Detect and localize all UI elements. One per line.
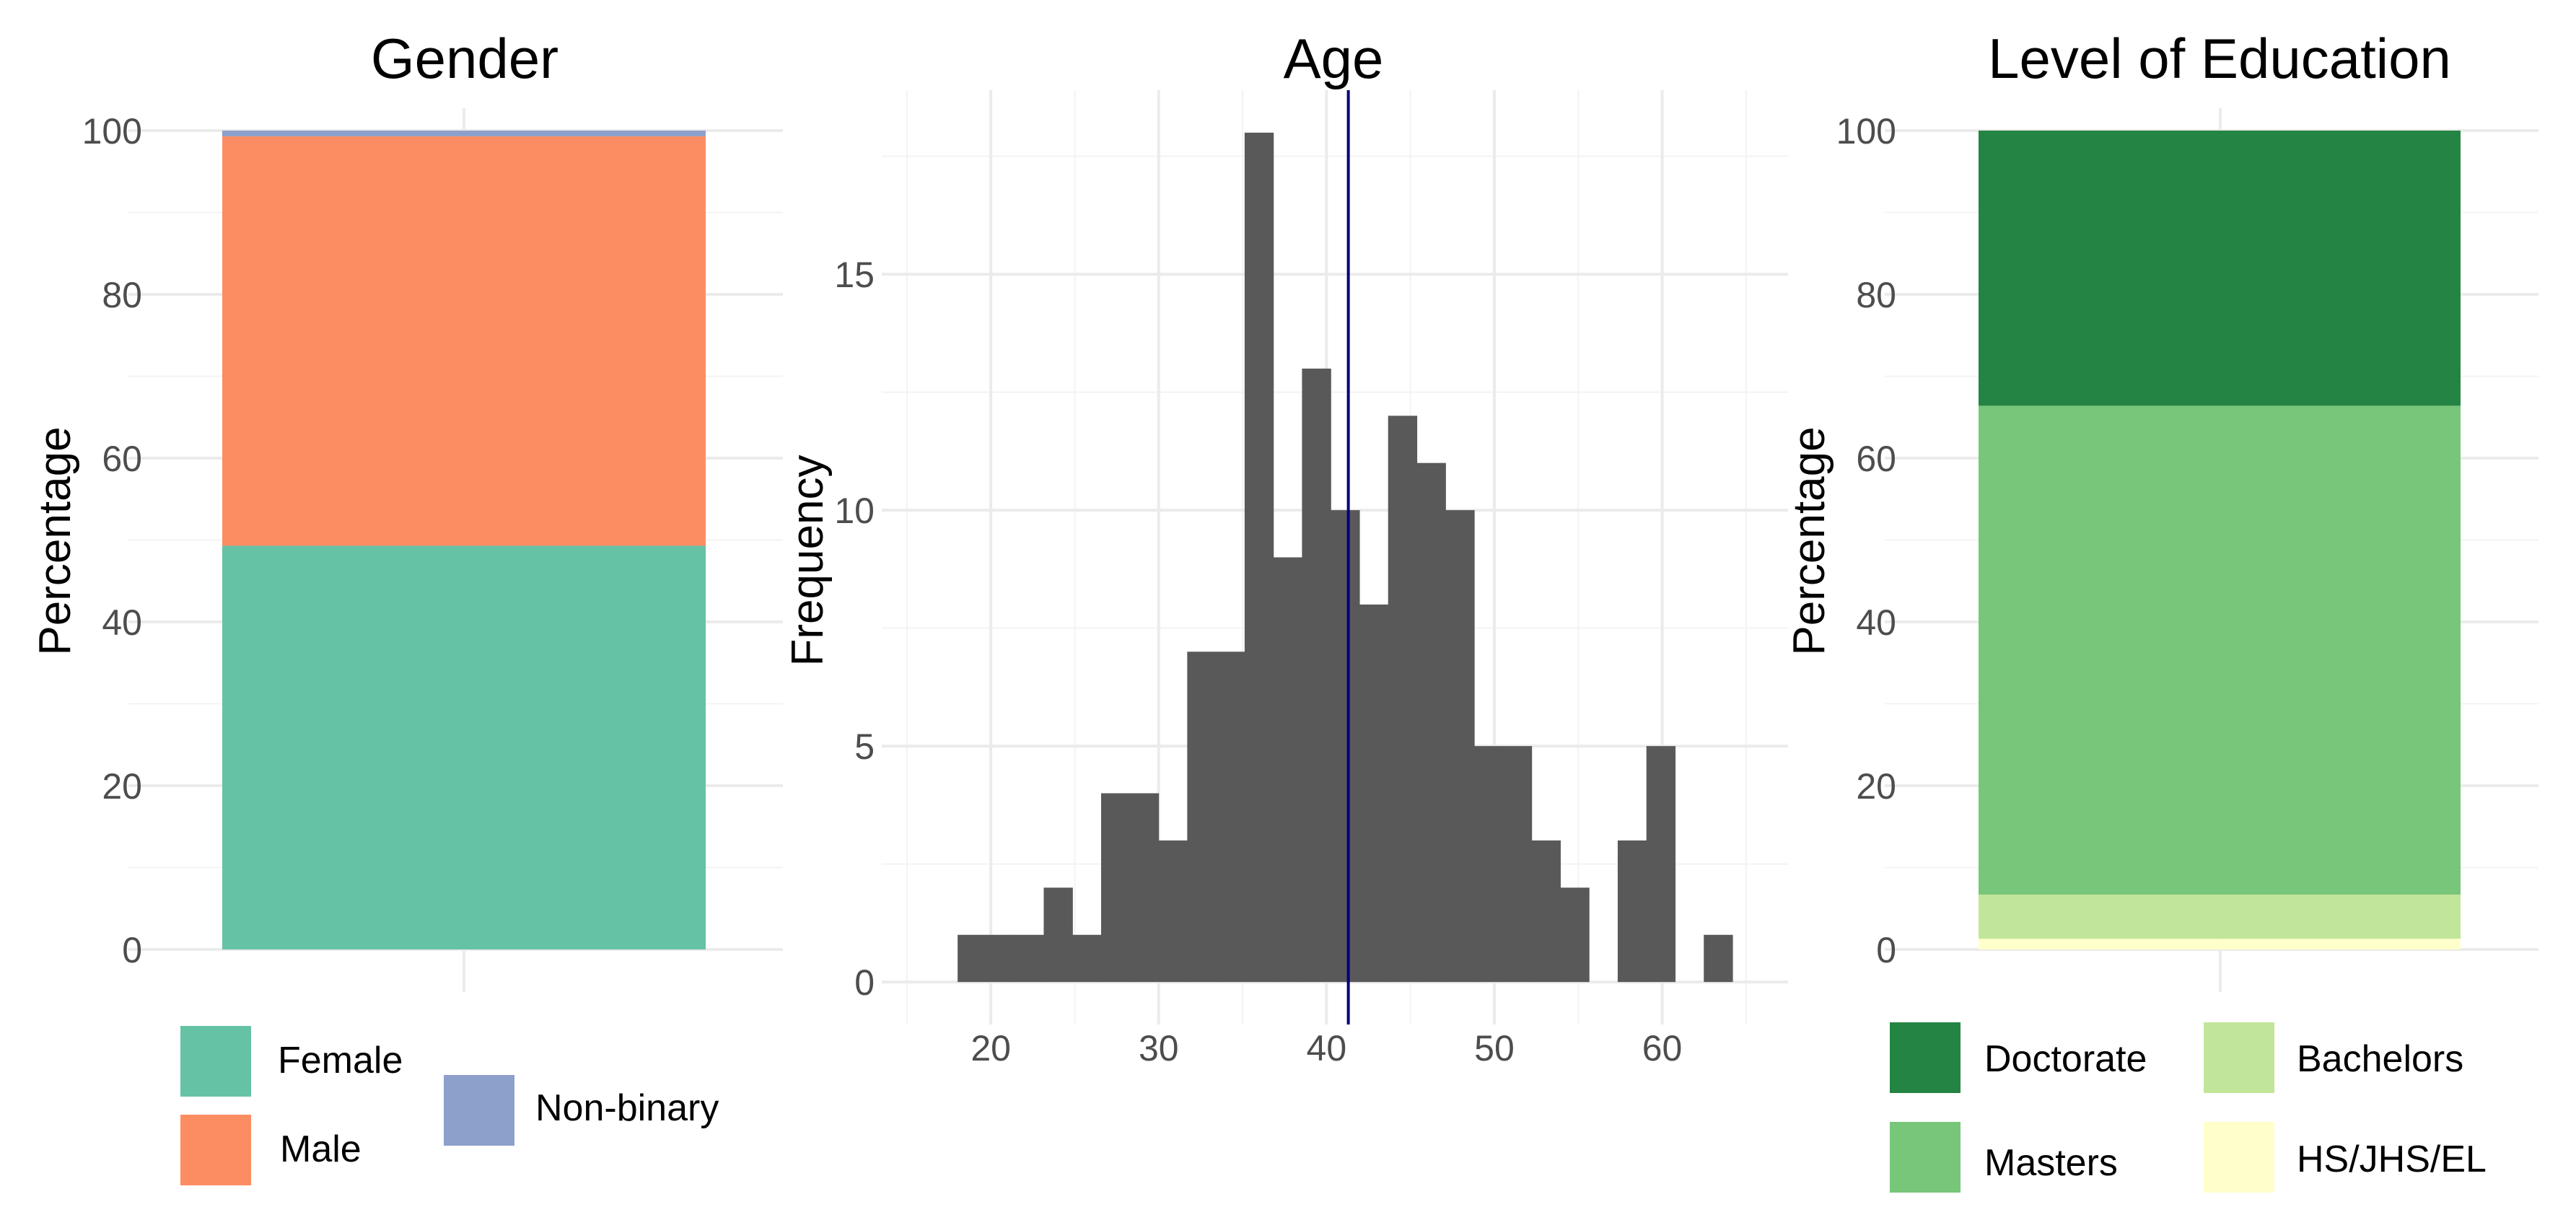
legend-label-male: Male — [280, 1128, 362, 1170]
gender-bars — [222, 131, 706, 949]
histogram-bar — [1187, 651, 1217, 983]
histogram-bar — [958, 934, 987, 983]
y-tick-label: 60 — [1856, 439, 1896, 479]
bar-segment-masters — [1979, 405, 2461, 895]
bar-segment-hs-jhs-el — [1979, 939, 2461, 949]
histogram-bar — [1502, 746, 1533, 983]
histogram-bar — [1302, 368, 1331, 983]
y-tick-label: 20 — [1856, 766, 1896, 807]
x-tick-label: 40 — [1307, 1028, 1347, 1068]
histogram-bar — [1704, 934, 1733, 983]
x-tick-label: 50 — [1474, 1028, 1515, 1068]
age-histogram-bars — [958, 132, 1733, 983]
histogram-bar — [1043, 887, 1073, 983]
histogram-bar — [1100, 793, 1131, 983]
x-tick-label: 30 — [1139, 1028, 1179, 1068]
legend-swatch-masters — [1890, 1122, 1961, 1193]
legend-label-non-binary: Non-binary — [535, 1087, 719, 1129]
histogram-bar — [1216, 651, 1245, 983]
bar-segment-non-binary — [222, 131, 706, 136]
bar-segment-doctorate — [1979, 131, 2461, 406]
y-tick-label: 0 — [854, 962, 875, 1003]
histogram-bar — [1331, 510, 1360, 983]
age-y-axis-title: Frequency — [783, 455, 833, 667]
legend-swatch-bachelors — [2204, 1022, 2274, 1093]
histogram-bar — [1158, 840, 1188, 983]
y-tick-label: 80 — [1856, 275, 1896, 315]
histogram-bar — [1445, 510, 1475, 983]
legend-swatch-doctorate — [1890, 1022, 1961, 1093]
y-tick-label: 40 — [102, 602, 142, 643]
bar-segment-bachelors — [1979, 894, 2461, 939]
y-tick-label: 0 — [122, 930, 142, 970]
education-y-ticks: 0 20 40 60 80 100 — [1836, 111, 1896, 970]
y-tick-label: 100 — [1836, 111, 1896, 152]
histogram-bar — [1015, 934, 1045, 983]
legend-label-bachelors: Bachelors — [2297, 1038, 2463, 1080]
histogram-bar — [1560, 887, 1590, 983]
histogram-bar — [1388, 416, 1418, 983]
histogram-bar — [1416, 462, 1446, 983]
legend-swatch-female — [180, 1026, 251, 1097]
x-tick-label: 20 — [971, 1028, 1011, 1068]
gender-title: Gender — [371, 27, 558, 90]
histogram-bar — [1531, 840, 1561, 983]
education-bars — [1979, 131, 2461, 949]
y-tick-label: 0 — [1876, 930, 1896, 970]
histogram-bar — [1474, 746, 1504, 983]
legend-swatch-male — [180, 1115, 251, 1185]
histogram-bar — [1129, 793, 1160, 983]
education-title: Level of Education — [1988, 27, 2451, 90]
y-tick-label: 100 — [82, 111, 142, 152]
legend-swatch-hs-jhs-el — [2204, 1122, 2274, 1193]
legend-label-hs-jhs-el: HS/JHS/EL — [2297, 1138, 2487, 1180]
gender-legend: Female Male Non-binary — [180, 1026, 719, 1185]
y-tick-label: 20 — [102, 766, 142, 807]
gender-y-axis-title: Percentage — [30, 426, 80, 655]
bar-segment-male — [222, 136, 706, 546]
age-ticks: 0 5 10 15 20 30 40 50 60 — [834, 255, 1682, 1068]
histogram-bar — [1273, 557, 1303, 983]
age-title: Age — [1284, 27, 1384, 90]
y-tick-label: 80 — [102, 275, 142, 315]
y-tick-label: 10 — [834, 491, 875, 531]
education-panel: Level of Education 0 20 40 60 80 100 Percenta… — [1784, 27, 2538, 1193]
histogram-bar — [986, 934, 1016, 983]
histogram-bar — [1359, 604, 1389, 983]
bar-segment-female — [222, 545, 706, 949]
gender-y-ticks: 0 20 40 60 80 100 — [82, 111, 142, 970]
histogram-bar — [1617, 840, 1647, 983]
histogram-bar — [1072, 934, 1102, 983]
legend-label-doctorate: Doctorate — [1984, 1038, 2147, 1080]
age-panel: Age 0 5 10 15 20 30 40 50 60 Frequency — [783, 27, 1788, 1068]
y-tick-label: 15 — [834, 255, 875, 295]
y-tick-label: 40 — [1856, 602, 1896, 643]
x-tick-label: 60 — [1642, 1028, 1683, 1068]
y-tick-label: 60 — [102, 439, 142, 479]
y-tick-label: 5 — [854, 727, 875, 767]
legend-label-female: Female — [278, 1040, 403, 1081]
legend-swatch-non-binary — [444, 1075, 514, 1146]
education-y-axis-title: Percentage — [1784, 426, 1834, 655]
histogram-bar — [1646, 746, 1676, 983]
histogram-bar — [1244, 132, 1274, 983]
legend-label-masters: Masters — [1984, 1142, 2118, 1184]
education-legend: Doctorate Bachelors Masters HS/JHS/EL — [1890, 1022, 2487, 1193]
gender-panel: Gender 0 20 40 60 80 100 Percentage Female Ma… — [30, 27, 783, 1185]
